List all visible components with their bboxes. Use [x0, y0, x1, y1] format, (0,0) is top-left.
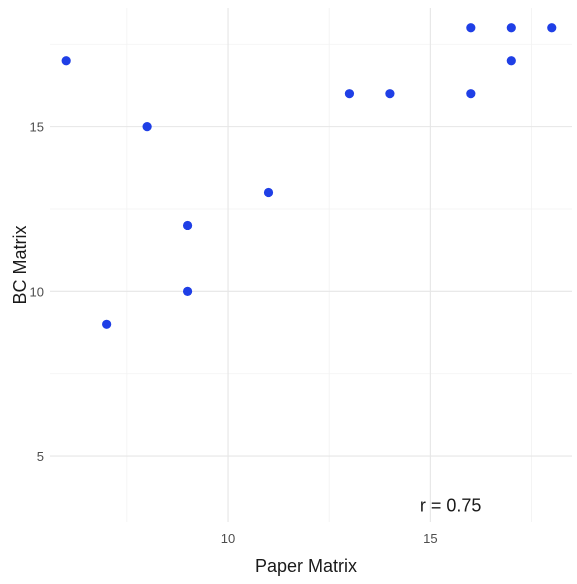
tick-labels: 10 15 5 10 15	[30, 120, 438, 546]
y-tick-label: 5	[37, 449, 44, 464]
y-tick-label: 10	[30, 284, 44, 299]
data-point	[506, 23, 516, 33]
data-point	[61, 56, 71, 66]
y-axis-title: BC Matrix	[10, 225, 30, 304]
data-point	[263, 187, 274, 198]
y-tick-label: 15	[30, 120, 44, 135]
correlation-annotation: r = 0.75	[420, 496, 482, 516]
data-point	[506, 56, 516, 66]
x-tick-label: 10	[221, 531, 235, 546]
data-point	[182, 286, 193, 296]
data-point	[466, 23, 476, 33]
grid	[50, 8, 572, 522]
data-point	[547, 23, 557, 33]
x-axis-title: Paper Matrix	[255, 556, 357, 576]
data-point	[142, 122, 152, 132]
data-point	[102, 319, 112, 329]
data-point	[182, 220, 193, 231]
data-point	[385, 89, 395, 99]
data-point	[466, 89, 476, 99]
data-point	[344, 89, 355, 99]
x-tick-label: 15	[423, 531, 437, 546]
data-points	[61, 23, 557, 329]
